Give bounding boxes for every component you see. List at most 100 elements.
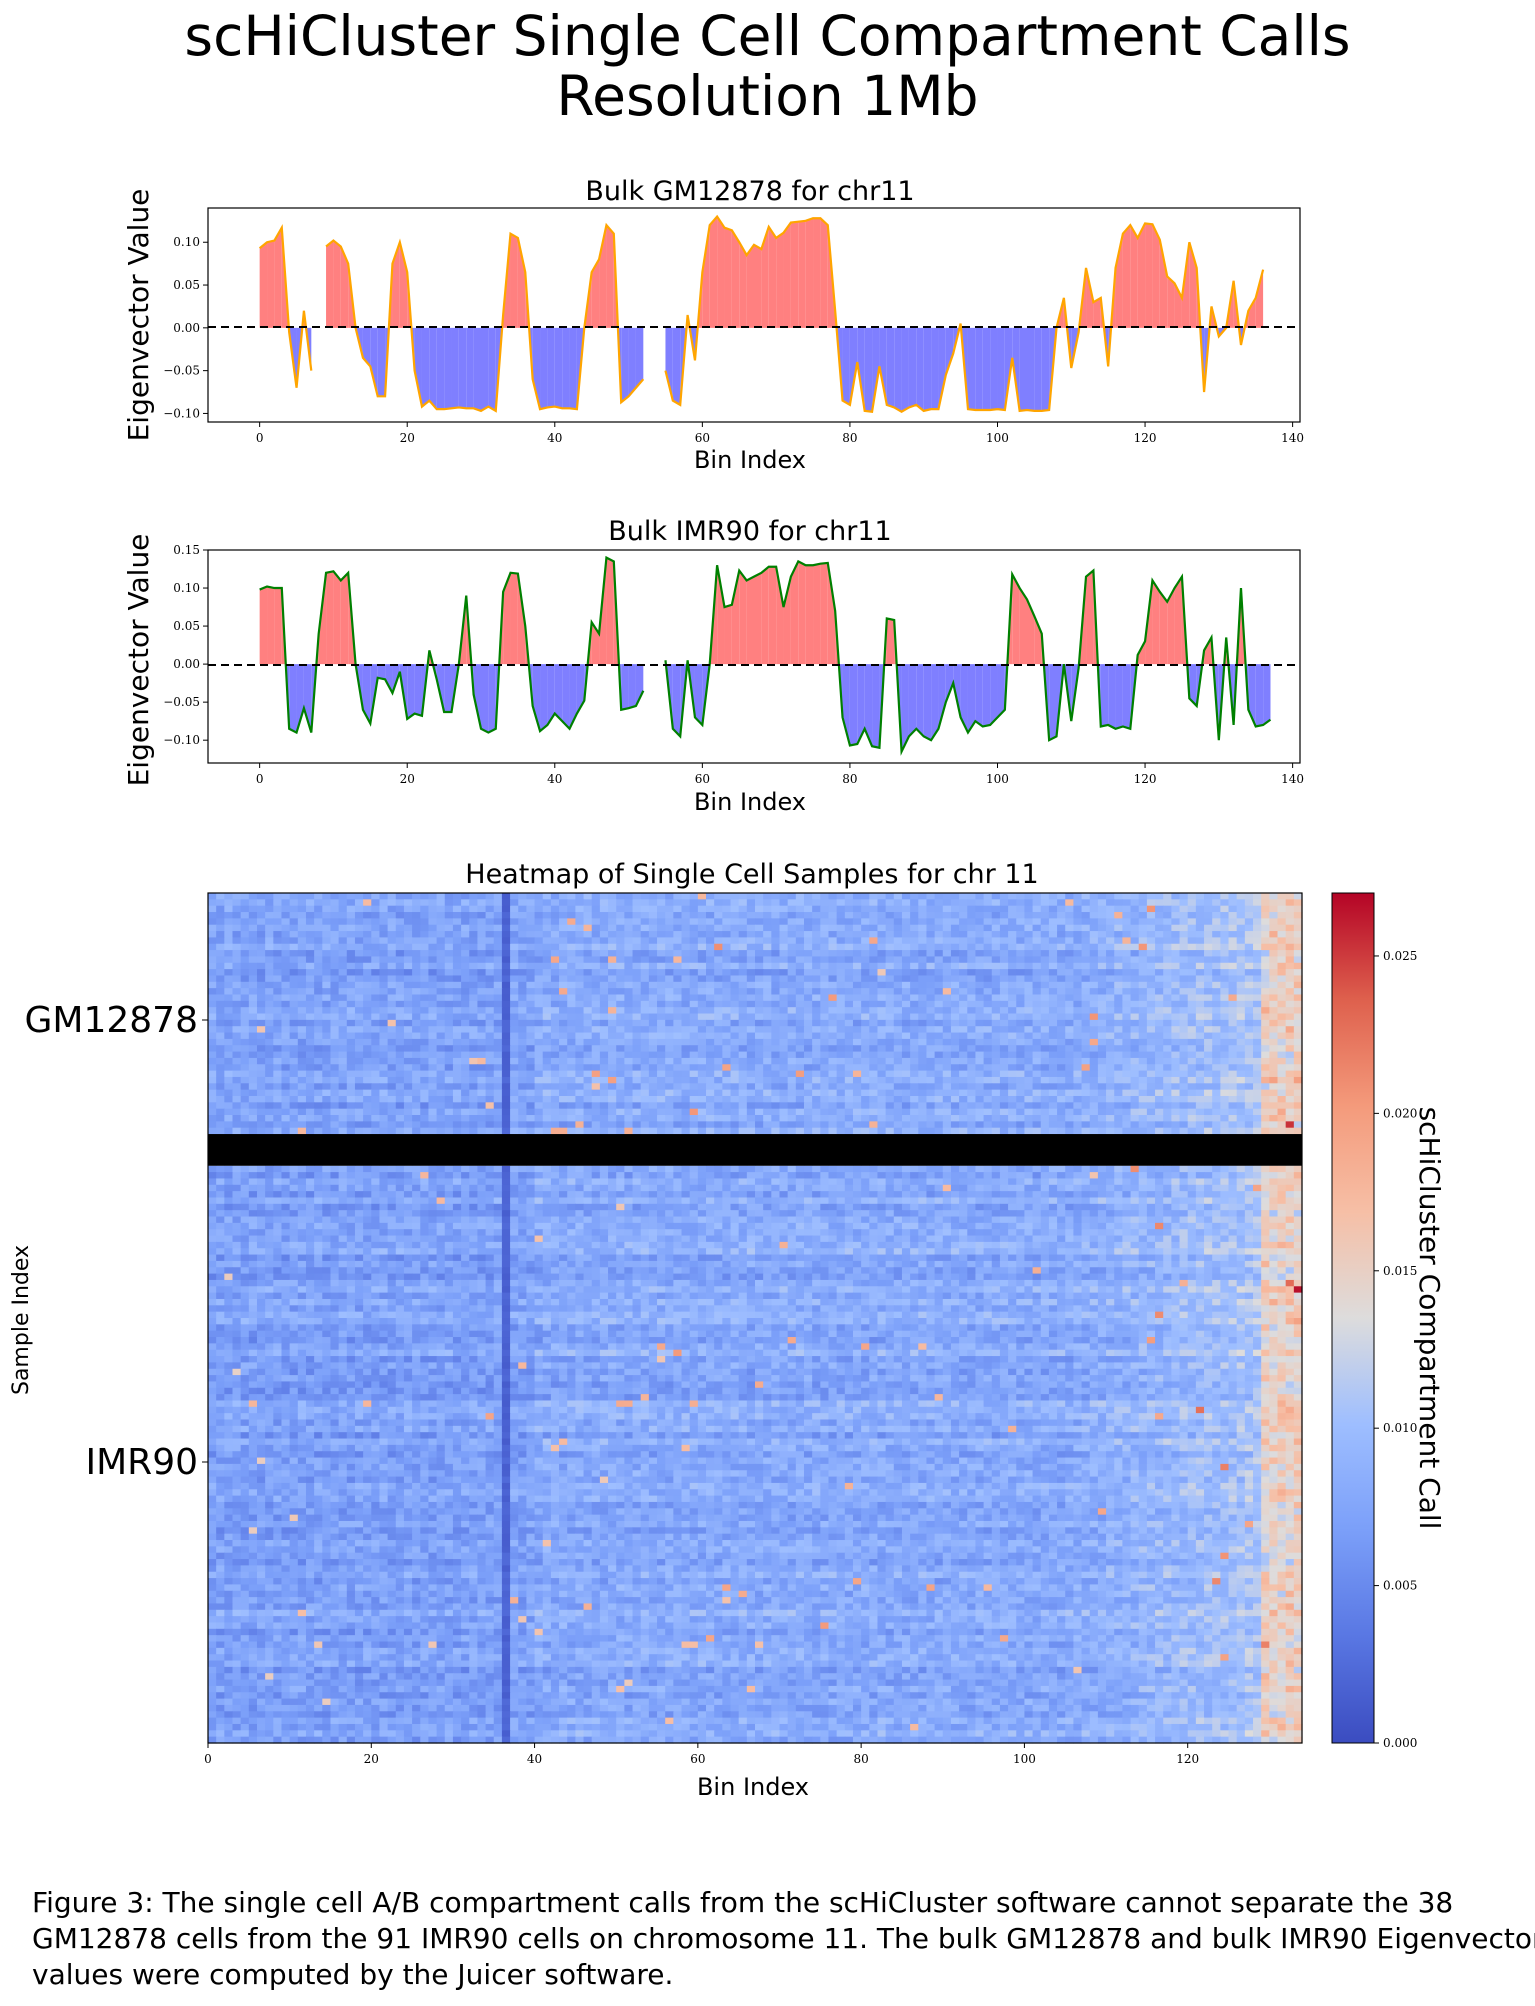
heatmap-cell-r3-b83 — [885, 912, 895, 919]
heatmap-cell-r21-b75 — [820, 1026, 830, 1034]
heatmap-cell-r19-b123 — [1212, 1013, 1221, 1021]
heatmap-cell-r6-b78 — [844, 931, 854, 939]
heatmap-cell-r10-b25 — [412, 956, 421, 964]
heatmap-cell-r12-b88 — [926, 969, 936, 977]
heatmap-cell-r30-b5 — [248, 1083, 258, 1091]
heatmap-cell-r25-b27 — [428, 1051, 438, 1059]
heatmap-cell-r3-b32 — [469, 912, 479, 919]
heatmap-cell-r10-b79 — [852, 956, 862, 964]
heatmap-cell-r31-b87 — [918, 1089, 928, 1097]
heatmap-cell-r26-b133 — [1293, 1057, 1303, 1065]
heatmap-cell-r13-b51 — [624, 975, 634, 983]
heatmap-cell-r31-b126 — [1236, 1089, 1246, 1097]
heatmap-cell-r22-b21 — [379, 1032, 389, 1040]
heatmap-cell-r12-b130 — [1269, 969, 1279, 977]
heatmap-cell-r14-b83 — [885, 981, 895, 989]
heatmap-cell-r10-b36 — [501, 956, 511, 964]
heatmap-cell-r24-b46 — [583, 1045, 593, 1053]
heatmap-cell-r21-b95 — [983, 1026, 993, 1034]
heatmap-cell-r14-b11 — [297, 981, 307, 989]
heatmap-cell-r9-b133 — [1293, 950, 1303, 958]
imr-area-segment-95-0 — [960, 664, 968, 733]
heatmap-cell-r19-b55 — [657, 1013, 666, 1021]
gm-area-segment-2-0 — [274, 227, 282, 328]
heatmap-cell-r10-b40 — [534, 956, 544, 964]
heatmap-cell-r15-b107 — [1081, 988, 1091, 996]
heatmap-cell-r0-b36 — [501, 893, 511, 900]
heatmap-cell-r16-b60 — [697, 994, 707, 1002]
heatmap-cell-r11-b103 — [1048, 962, 1058, 970]
heatmap-cell-r10-b95 — [983, 956, 993, 964]
heatmap-cell-r17-b72 — [795, 1000, 805, 1008]
heatmap-cell-r11-b55 — [657, 962, 666, 970]
heatmap-cell-r28-b1 — [216, 1070, 225, 1078]
heatmap-cell-r3-b44 — [567, 912, 576, 919]
heatmap-cell-r28-b9 — [281, 1070, 291, 1078]
heatmap-cell-r25-b94 — [975, 1051, 985, 1059]
heatmap-cell-r31-b111 — [1114, 1089, 1123, 1097]
figure-title: scHiCluster Single Cell Compartment Call… — [0, 6, 1535, 126]
heatmap-cell-r6-b45 — [575, 931, 585, 939]
heatmap-cell-r27-b94 — [975, 1064, 985, 1072]
heatmap-cell-r26-b121 — [1195, 1057, 1205, 1065]
heatmap-cell-r4-b91 — [950, 918, 960, 926]
heatmap-cell-r12-b20 — [371, 969, 381, 977]
heatmap-cell-r0-b120 — [1187, 893, 1197, 900]
heatmap-cell-r4-b65 — [738, 918, 748, 926]
heatmap-cell-r14-b2 — [224, 981, 234, 989]
heatmap-cell-r26-b49 — [608, 1057, 617, 1065]
heatmap-cell-r32-b65 — [738, 1095, 748, 1103]
heatmap-cell-r6-b94 — [975, 931, 985, 939]
heatmap-cell-r21-b67 — [755, 1026, 764, 1034]
heatmap-cell-r19-b14 — [322, 1013, 332, 1021]
heatmap-cell-r18-b24 — [403, 1007, 413, 1015]
heatmap-cell-r18-b78 — [844, 1007, 854, 1015]
heatmap-cell-r7-b122 — [1204, 937, 1213, 945]
heatmap-cell-r21-b115 — [1146, 1026, 1156, 1034]
heatmap-cell-r15-b115 — [1146, 988, 1156, 996]
heatmap-cell-r33-b112 — [1122, 1102, 1132, 1110]
heatmap-cell-r31-b125 — [1228, 1089, 1238, 1097]
heatmap-cell-r17-b39 — [526, 1000, 536, 1008]
heatmap-cell-r8-b99 — [1016, 943, 1026, 951]
heatmap-cell-r7-b67 — [755, 937, 764, 945]
heatmap-cell-r30-b114 — [1138, 1083, 1148, 1091]
heatmap-cell-r16-b107 — [1081, 994, 1091, 1002]
heatmap-cell-r10-b19 — [363, 956, 372, 964]
heatmap-cell-r17-b27 — [428, 1000, 438, 1008]
heatmap-cell-r32-b114 — [1138, 1095, 1148, 1103]
heatmap-cell-r30-b80 — [861, 1083, 870, 1091]
heatmap-cell-r13-b15 — [330, 975, 340, 983]
heatmap-cell-r22-b106 — [1073, 1032, 1083, 1040]
heatmap-cell-r6-b35 — [493, 931, 503, 939]
heatmap-cell-r14-b66 — [746, 981, 756, 989]
heatmap-cell-r23-b77 — [836, 1038, 846, 1046]
heatmap-cell-r12-b123 — [1212, 969, 1221, 977]
heatmap-cell-r23-b73 — [803, 1038, 813, 1046]
heatmap-cell-r7-b91 — [950, 937, 960, 945]
heatmap-cell-r24-b26 — [420, 1045, 430, 1053]
heatmap-cell-r33-b114 — [1138, 1102, 1148, 1110]
heatmap-cell-r26-b100 — [1024, 1057, 1034, 1065]
heatmap-cell-r6-b41 — [542, 931, 552, 939]
heatmap-cell-r6-b125 — [1228, 931, 1238, 939]
heatmap-cell-r10-b94 — [975, 956, 985, 964]
heatmap-cell-r5-b115 — [1146, 924, 1156, 932]
heatmap-cell-r21-b3 — [232, 1026, 242, 1034]
heatmap-cell-r0-b94 — [975, 893, 985, 900]
heatmap-cell-r15-b26 — [420, 988, 430, 996]
heatmap-cell-r3-b3 — [232, 912, 242, 919]
heatmap-cell-r26-b32 — [469, 1057, 479, 1065]
heatmap-cell-r16-b7 — [265, 994, 274, 1002]
heatmap-cell-r12-b71 — [787, 969, 797, 977]
heatmap-cell-r7-b62 — [714, 937, 723, 945]
heatmap-cell-r12-b58 — [681, 969, 691, 977]
heatmap-cell-r8-b19 — [363, 943, 372, 951]
heatmap-cell-r22-b31 — [461, 1032, 470, 1040]
imr-area-segment-112-0 — [1086, 570, 1094, 665]
heatmap-cell-r25-b8 — [273, 1051, 283, 1059]
heatmap-cell-r28-b33 — [477, 1070, 487, 1078]
heatmap-cell-r6-b121 — [1195, 931, 1205, 939]
heatmap-cell-r0-b81 — [869, 893, 879, 900]
heatmap-cell-r9-b10 — [289, 950, 299, 958]
